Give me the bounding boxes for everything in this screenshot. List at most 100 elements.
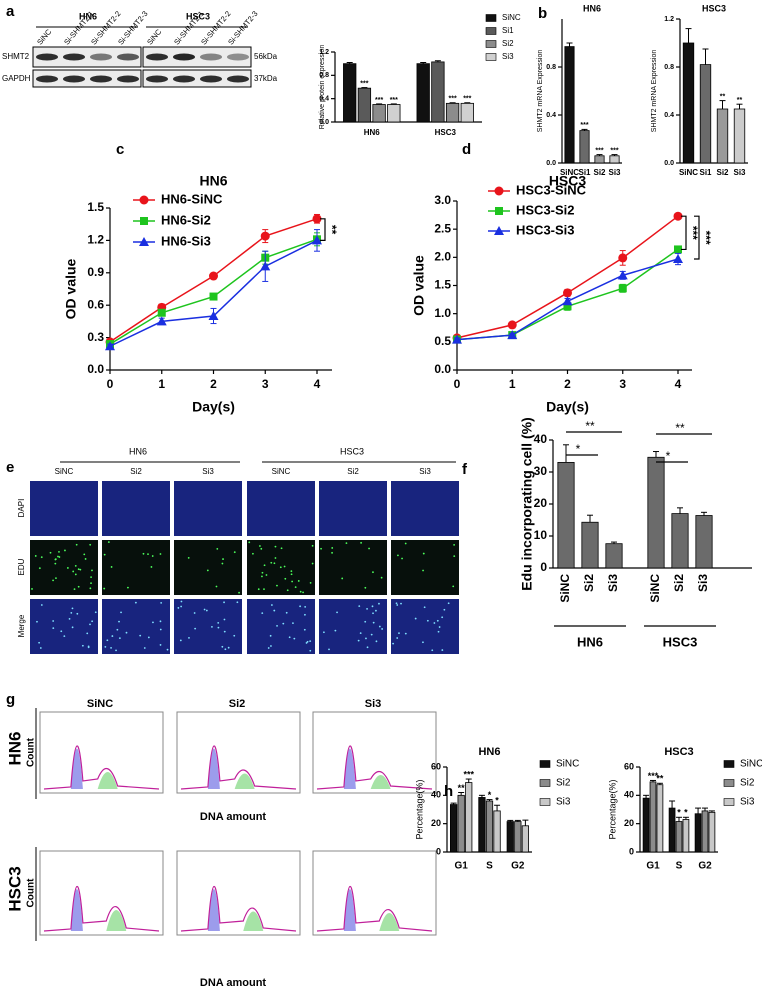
micrograph (102, 599, 170, 654)
bar (506, 821, 514, 853)
cell-dot (292, 622, 294, 625)
cell-dot (71, 607, 74, 610)
cell-dot (248, 541, 251, 544)
cell-dot (120, 611, 122, 614)
significance-label: ** (325, 225, 339, 235)
legend-marker (139, 237, 149, 246)
cell-dot (187, 556, 190, 559)
axis-label: DNA amount (200, 977, 267, 989)
bar (449, 804, 458, 853)
cell-dot (40, 604, 43, 606)
cell-dot (334, 629, 337, 632)
cell-dot (309, 649, 312, 652)
micrograph (30, 481, 98, 536)
bar (701, 810, 709, 853)
column-label: SiNC (272, 467, 291, 476)
cell-dot (74, 573, 77, 576)
cell-dot (288, 636, 291, 639)
cell-dot (139, 634, 142, 637)
cell-dot (87, 646, 90, 649)
cell-dot (257, 588, 260, 591)
cell-dot (89, 543, 92, 546)
significance-bracket (694, 215, 700, 260)
x-tick-label: SiNC (679, 168, 698, 177)
cell-dot (263, 588, 265, 591)
bar (514, 821, 522, 853)
cell-dot (453, 543, 456, 546)
size-label: 37kDa (254, 74, 278, 83)
cell-dot (380, 576, 383, 579)
panel-letter: e (6, 459, 14, 476)
cell-dot (294, 586, 297, 589)
bar (457, 794, 465, 853)
x-tick-label: 2 (564, 377, 571, 391)
cell-dot (54, 558, 57, 561)
point (209, 292, 218, 301)
micrograph (102, 481, 170, 536)
group-label: HSC3 (663, 634, 698, 649)
cell-dot (261, 571, 264, 574)
cell-dot (193, 612, 196, 614)
point (563, 302, 572, 311)
blot-band (200, 75, 222, 83)
y-tick-label: 0.5 (434, 334, 451, 348)
y-tick-label: 30 (534, 464, 548, 478)
y-tick-label: 60 (624, 761, 634, 771)
blot-band (63, 53, 85, 61)
point (312, 214, 322, 224)
cell-dot (222, 558, 224, 560)
blot-band (227, 75, 249, 83)
legend-label: Si3 (502, 52, 514, 61)
legend-label: Si2 (740, 778, 755, 789)
cell-dot (259, 545, 261, 547)
cell-dot (364, 586, 367, 589)
x-tick-label: 2 (210, 377, 217, 391)
cell-dot (265, 574, 268, 576)
cell-dot (71, 626, 74, 629)
cell-dot (341, 577, 344, 580)
blot-image (142, 46, 252, 68)
x-tick-label: Si1 (699, 168, 712, 177)
legend-label: Si1 (502, 26, 514, 35)
x-tick-label: Si2 (593, 168, 606, 177)
cell-dot (31, 588, 33, 590)
legend-label: Si3 (556, 797, 571, 808)
legend-label: Si2 (556, 778, 571, 789)
bar (521, 825, 530, 853)
column-label: Si3 (419, 467, 431, 476)
y-tick-label: 10 (534, 528, 548, 542)
blot-band (90, 53, 112, 61)
cell-dot (160, 601, 163, 604)
cell-dot (422, 641, 424, 644)
blot-band (63, 75, 85, 83)
point (618, 253, 628, 263)
cell-dot (206, 569, 209, 572)
cell-dot (299, 605, 302, 608)
y-tick-label: 0 (629, 846, 634, 856)
legend-swatch (485, 53, 497, 61)
cell-dot (365, 637, 367, 640)
micrograph (174, 540, 242, 595)
y-tick-label: 0.4 (319, 96, 329, 103)
group-label: HN6 (577, 634, 603, 649)
y-tick-label: 20 (534, 496, 548, 510)
legend-label: SiNC (502, 13, 521, 22)
bar (478, 797, 486, 853)
y-tick-label: 0.8 (546, 64, 556, 71)
x-tick-label: 4 (675, 377, 682, 391)
y-axis-label: Edu incorporating cell (%) (519, 417, 535, 590)
significance-label: *** (610, 147, 618, 154)
y-tick-label: 0.0 (546, 160, 556, 167)
legend-label: SiNC (556, 759, 579, 770)
y-tick-label: 40 (431, 790, 441, 800)
cell-dot (147, 636, 150, 639)
histogram-frame (176, 850, 301, 936)
point (209, 271, 218, 281)
cell-dot (331, 547, 334, 549)
blot-band (173, 53, 195, 61)
cell-dot (269, 634, 272, 637)
cell-dot (414, 617, 417, 620)
cell-dot (309, 640, 312, 643)
x-tick-label: 1 (509, 377, 516, 391)
cell-dot (252, 552, 254, 555)
